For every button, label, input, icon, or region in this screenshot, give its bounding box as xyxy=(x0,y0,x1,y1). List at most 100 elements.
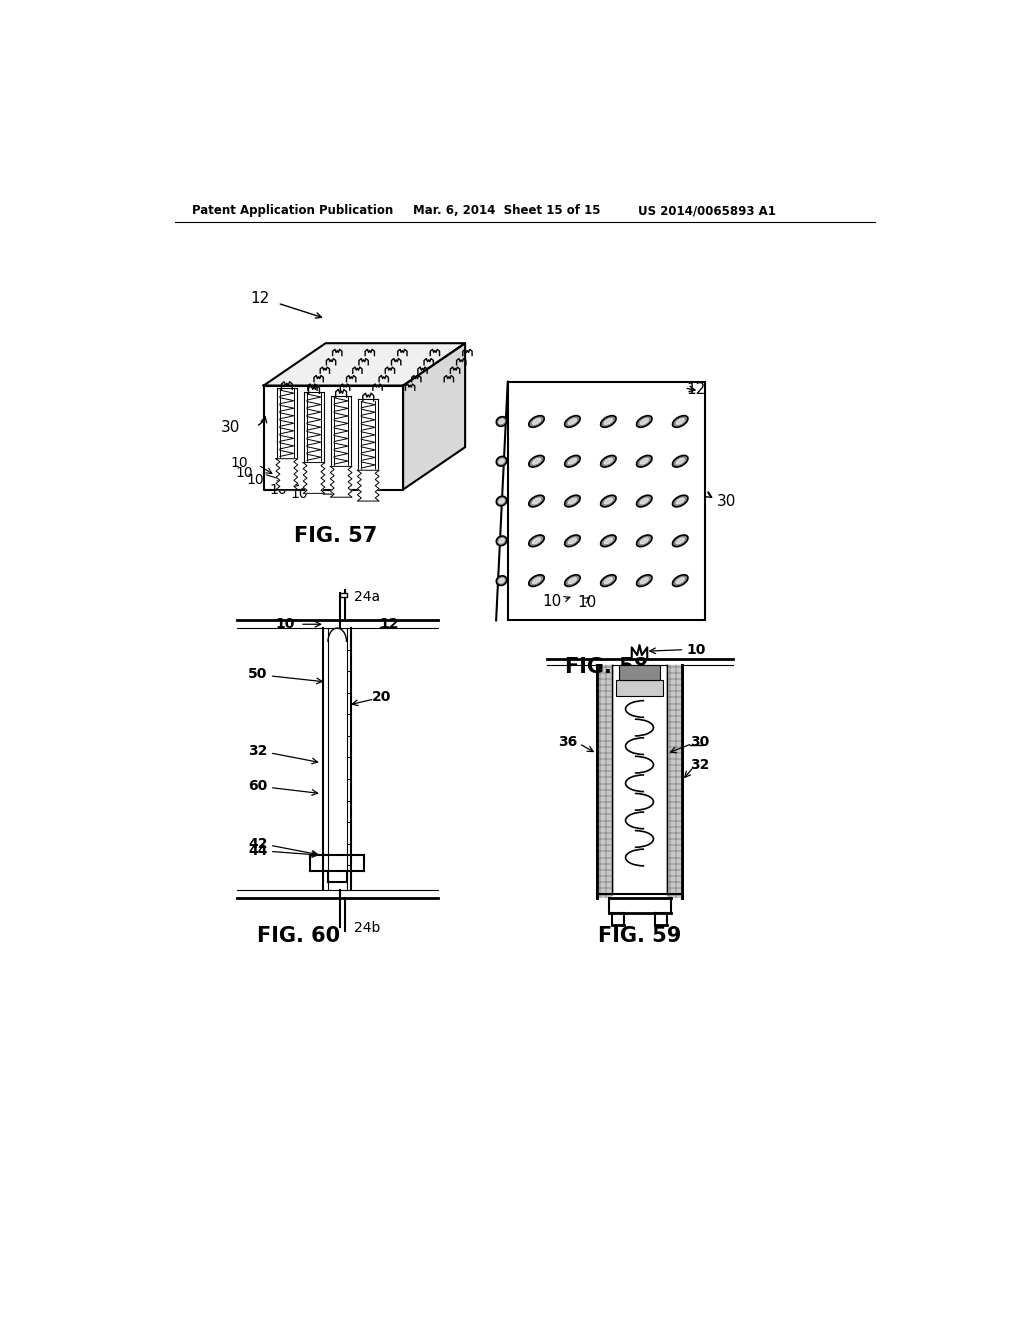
Ellipse shape xyxy=(499,420,505,424)
Text: Patent Application Publication: Patent Application Publication xyxy=(191,205,393,218)
Ellipse shape xyxy=(532,578,541,583)
Text: 60: 60 xyxy=(248,779,267,793)
Ellipse shape xyxy=(568,498,577,504)
Text: 12: 12 xyxy=(380,618,399,631)
Ellipse shape xyxy=(532,537,541,544)
Ellipse shape xyxy=(601,574,616,586)
Text: 10: 10 xyxy=(290,487,308,502)
Ellipse shape xyxy=(676,458,684,465)
Ellipse shape xyxy=(568,537,577,544)
Ellipse shape xyxy=(497,417,507,426)
Ellipse shape xyxy=(568,418,577,425)
Text: 10: 10 xyxy=(578,595,597,610)
Text: 36: 36 xyxy=(558,735,578,748)
Ellipse shape xyxy=(640,578,648,583)
Ellipse shape xyxy=(601,495,616,507)
Ellipse shape xyxy=(604,458,612,465)
Text: 32: 32 xyxy=(248,744,267,758)
Ellipse shape xyxy=(640,418,648,425)
Ellipse shape xyxy=(564,535,581,546)
Ellipse shape xyxy=(640,458,648,465)
Text: 10: 10 xyxy=(269,483,287,496)
Ellipse shape xyxy=(604,418,612,425)
Ellipse shape xyxy=(528,455,544,467)
Ellipse shape xyxy=(568,578,577,583)
Polygon shape xyxy=(403,343,465,490)
Text: 30: 30 xyxy=(221,420,241,436)
Ellipse shape xyxy=(499,539,505,543)
Text: 10: 10 xyxy=(236,466,254,479)
Ellipse shape xyxy=(564,495,581,507)
Ellipse shape xyxy=(676,498,684,504)
Text: 10: 10 xyxy=(246,474,263,487)
Ellipse shape xyxy=(532,458,541,465)
Ellipse shape xyxy=(499,459,505,463)
Text: 20: 20 xyxy=(372,690,391,705)
Ellipse shape xyxy=(673,535,688,546)
Ellipse shape xyxy=(637,574,652,586)
Ellipse shape xyxy=(637,495,652,507)
Bar xyxy=(616,681,663,696)
Ellipse shape xyxy=(637,455,652,467)
Ellipse shape xyxy=(497,576,507,586)
Ellipse shape xyxy=(604,537,612,544)
Ellipse shape xyxy=(676,537,684,544)
Text: FIG. 57: FIG. 57 xyxy=(294,525,377,545)
Polygon shape xyxy=(263,343,465,385)
Ellipse shape xyxy=(604,498,612,504)
Ellipse shape xyxy=(564,574,581,586)
Ellipse shape xyxy=(673,455,688,467)
Ellipse shape xyxy=(640,498,648,504)
Ellipse shape xyxy=(528,416,544,428)
Polygon shape xyxy=(263,385,403,490)
Polygon shape xyxy=(331,466,352,498)
Ellipse shape xyxy=(673,495,688,507)
Text: 32: 32 xyxy=(690,758,710,772)
Ellipse shape xyxy=(568,458,577,465)
Ellipse shape xyxy=(676,578,684,583)
Polygon shape xyxy=(276,459,298,490)
Ellipse shape xyxy=(532,498,541,504)
Text: 42: 42 xyxy=(248,837,267,850)
Ellipse shape xyxy=(532,418,541,425)
Ellipse shape xyxy=(673,574,688,586)
Ellipse shape xyxy=(497,457,507,466)
Ellipse shape xyxy=(637,535,652,546)
Text: 10: 10 xyxy=(230,455,248,470)
Ellipse shape xyxy=(673,416,688,428)
Ellipse shape xyxy=(497,536,507,545)
Ellipse shape xyxy=(604,578,612,583)
Polygon shape xyxy=(303,462,325,494)
Bar xyxy=(508,381,706,620)
Bar xyxy=(597,665,612,898)
Text: 10: 10 xyxy=(275,618,295,631)
Ellipse shape xyxy=(528,495,544,507)
Text: 12: 12 xyxy=(251,290,270,306)
Text: 50: 50 xyxy=(248,668,267,681)
Text: 30: 30 xyxy=(690,735,710,748)
Text: FIG. 59: FIG. 59 xyxy=(598,927,681,946)
Text: FIG. 58: FIG. 58 xyxy=(565,656,648,677)
Ellipse shape xyxy=(499,578,505,583)
Text: 44: 44 xyxy=(248,845,267,858)
Bar xyxy=(618,665,660,681)
Ellipse shape xyxy=(601,416,616,428)
Text: FIG. 60: FIG. 60 xyxy=(257,927,340,946)
Bar xyxy=(340,594,347,598)
Text: 24a: 24a xyxy=(354,590,381,605)
Ellipse shape xyxy=(528,574,544,586)
Text: 30: 30 xyxy=(717,494,736,508)
Ellipse shape xyxy=(637,416,652,428)
Text: 10: 10 xyxy=(686,643,706,656)
Ellipse shape xyxy=(564,416,581,428)
Ellipse shape xyxy=(601,455,616,467)
Ellipse shape xyxy=(528,535,544,546)
Text: 10: 10 xyxy=(543,594,562,609)
Ellipse shape xyxy=(676,418,684,425)
Ellipse shape xyxy=(601,535,616,546)
Ellipse shape xyxy=(640,537,648,544)
Text: 24b: 24b xyxy=(354,921,381,936)
Text: US 2014/0065893 A1: US 2014/0065893 A1 xyxy=(638,205,776,218)
Polygon shape xyxy=(357,470,379,502)
Text: Mar. 6, 2014  Sheet 15 of 15: Mar. 6, 2014 Sheet 15 of 15 xyxy=(414,205,601,218)
